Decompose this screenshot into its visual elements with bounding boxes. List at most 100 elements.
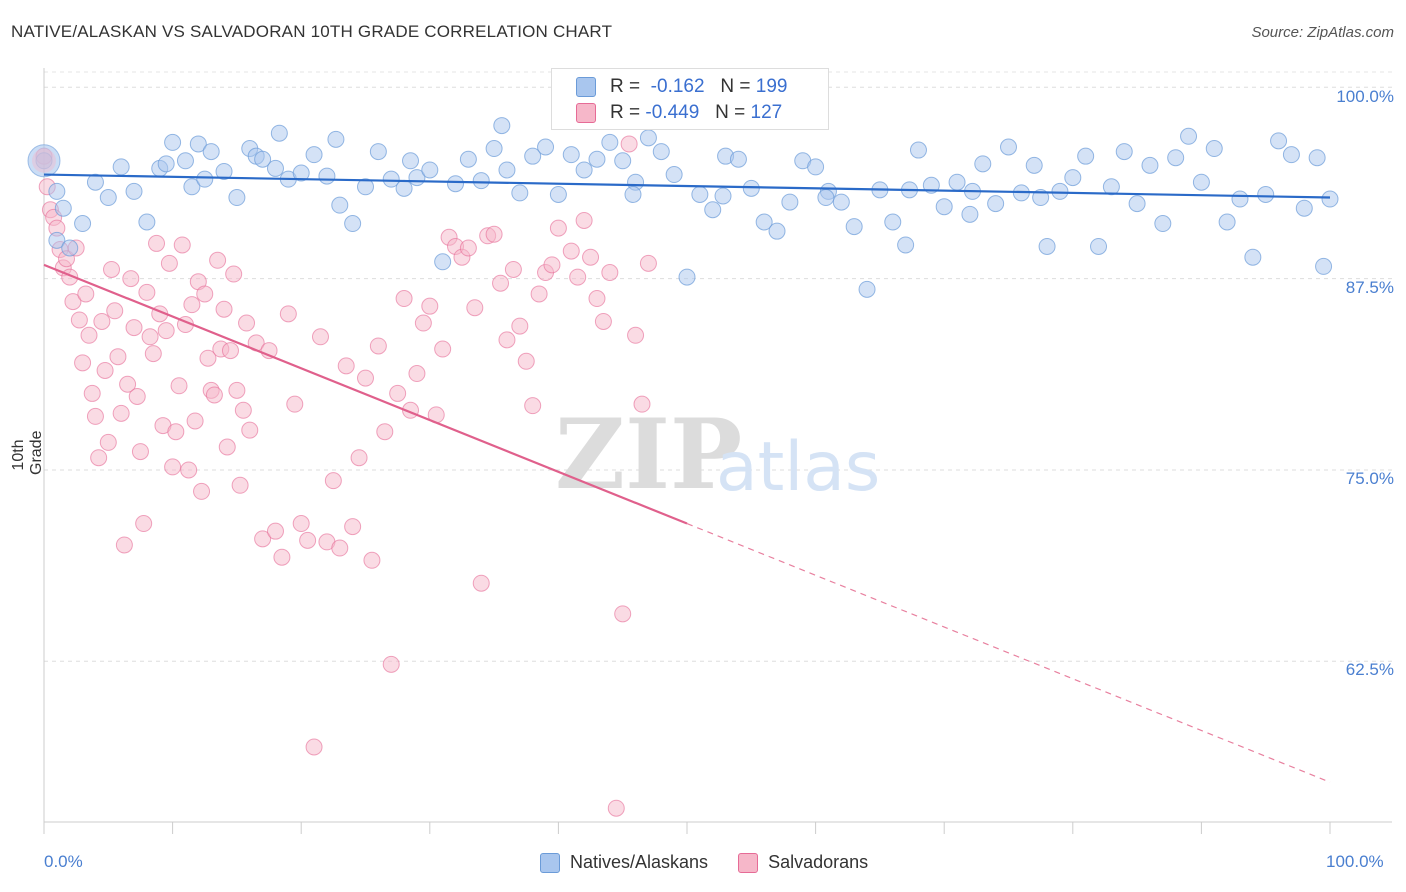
native-point bbox=[755, 213, 773, 231]
salvadoran-point bbox=[498, 331, 516, 349]
native-point bbox=[1128, 195, 1146, 213]
salvadoran-point bbox=[180, 461, 198, 479]
native-point bbox=[472, 172, 490, 190]
native-point bbox=[48, 231, 66, 249]
native-point bbox=[1025, 156, 1043, 174]
pink-swatch-icon bbox=[576, 103, 596, 123]
native-point bbox=[266, 159, 284, 177]
native-point bbox=[1154, 215, 1172, 233]
native-point bbox=[1141, 156, 1159, 174]
salvadoran-point bbox=[193, 482, 211, 500]
native-point bbox=[183, 178, 201, 196]
native-point bbox=[858, 280, 876, 298]
salvadoran-point bbox=[64, 293, 82, 311]
salvadoran-point bbox=[543, 256, 561, 274]
native-point bbox=[1308, 149, 1326, 167]
chart-title: NATIVE/ALASKAN VS SALVADORAN 10TH GRADE … bbox=[11, 22, 613, 41]
salvadoran-point bbox=[472, 574, 490, 592]
native-point bbox=[493, 117, 511, 135]
native-point bbox=[318, 167, 336, 185]
native-point bbox=[1102, 178, 1120, 196]
native-point bbox=[331, 196, 349, 214]
salvadoran-point bbox=[103, 260, 121, 278]
native-point bbox=[974, 155, 992, 173]
native-point bbox=[807, 158, 825, 176]
salvadoran-point bbox=[344, 518, 362, 536]
salvadoran-point bbox=[131, 443, 149, 461]
native-point bbox=[884, 213, 902, 231]
native-point bbox=[357, 178, 374, 196]
pink-swatch-icon bbox=[738, 852, 759, 873]
native-point bbox=[1244, 248, 1262, 266]
r-label: R = bbox=[610, 76, 641, 97]
native-point bbox=[562, 146, 580, 164]
salvadoran-point bbox=[414, 314, 432, 332]
salvadoran-point bbox=[209, 251, 227, 269]
natives-trend-line bbox=[43, 173, 1331, 199]
salvadoran-point bbox=[83, 384, 101, 402]
salvadoran-point bbox=[588, 290, 606, 308]
native-point bbox=[961, 205, 979, 223]
r-label: R = bbox=[610, 102, 641, 123]
salvadoran-point bbox=[530, 285, 548, 303]
salvadoran-point bbox=[125, 319, 143, 337]
salvadoran-point bbox=[299, 531, 317, 549]
salvadoran-point bbox=[80, 326, 98, 344]
native-point bbox=[714, 187, 732, 205]
native-point bbox=[434, 253, 452, 271]
native-point bbox=[189, 135, 207, 153]
salvadoran-point bbox=[395, 290, 413, 308]
x-tick-label: 100.0% bbox=[1326, 852, 1384, 871]
native-point bbox=[157, 155, 175, 173]
salvadoran-point bbox=[112, 404, 130, 422]
native-point bbox=[421, 161, 439, 179]
native-point bbox=[768, 222, 786, 240]
salvadoran-point bbox=[221, 342, 239, 360]
native-point bbox=[704, 201, 722, 219]
salvadoran-point bbox=[357, 369, 374, 387]
native-point bbox=[1270, 132, 1288, 150]
salvadoran-point bbox=[215, 300, 233, 318]
native-point bbox=[344, 215, 362, 233]
y-tick-label: 87.5% bbox=[1345, 278, 1394, 297]
y-tick-label: 62.5% bbox=[1345, 660, 1394, 679]
native-point bbox=[1090, 237, 1108, 255]
native-point bbox=[909, 141, 927, 159]
native-point bbox=[61, 239, 79, 257]
salvadoran-point bbox=[109, 348, 127, 366]
salvadoran-point bbox=[633, 395, 651, 413]
native-point bbox=[125, 182, 143, 200]
native-point bbox=[511, 184, 529, 202]
salvadoran-point bbox=[331, 539, 349, 557]
salvadoran-point bbox=[620, 135, 638, 153]
native-point bbox=[614, 152, 632, 170]
salvadoran-point bbox=[77, 285, 95, 303]
salvadoran-point bbox=[607, 799, 625, 817]
legend-salvadorans: Salvadorans bbox=[768, 852, 869, 872]
native-point bbox=[292, 164, 310, 182]
n-label: N = bbox=[715, 102, 746, 123]
salvadoran-point bbox=[74, 354, 92, 372]
native-point bbox=[270, 124, 288, 142]
salvadoran-point bbox=[601, 264, 619, 282]
native-point bbox=[485, 140, 503, 158]
n-value: 127 bbox=[750, 102, 783, 123]
native-point bbox=[1051, 182, 1069, 200]
salvadoran-point bbox=[562, 242, 580, 260]
salvadoran-point bbox=[376, 423, 394, 441]
native-point bbox=[845, 218, 863, 236]
native-point bbox=[305, 146, 323, 164]
salvadoran-point bbox=[238, 314, 256, 332]
native-point bbox=[228, 189, 246, 207]
salvadoran-point bbox=[582, 248, 600, 266]
salvadoran-point bbox=[99, 433, 117, 451]
salvadoran-point bbox=[324, 472, 342, 490]
salvadoran-point bbox=[173, 236, 191, 254]
native-point bbox=[948, 173, 966, 191]
salvadoran-point bbox=[627, 326, 645, 344]
native-point bbox=[691, 185, 709, 203]
source-credit: Source: ZipAtlas.com bbox=[1251, 24, 1394, 41]
salvadoran-point bbox=[363, 551, 381, 569]
salvadoran-point bbox=[96, 361, 114, 379]
r-value: -0.449 bbox=[645, 102, 700, 123]
